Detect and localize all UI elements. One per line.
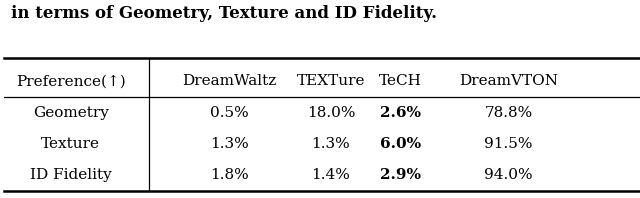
Text: 1.4%: 1.4%	[312, 168, 350, 182]
Text: 0.5%: 0.5%	[210, 106, 249, 120]
Text: Texture: Texture	[42, 137, 100, 151]
Text: in terms of Geometry, Texture and ID Fidelity.: in terms of Geometry, Texture and ID Fid…	[10, 5, 436, 22]
Text: 1.3%: 1.3%	[312, 137, 350, 151]
Text: ID Fidelity: ID Fidelity	[30, 168, 111, 182]
Text: Preference(↑): Preference(↑)	[16, 74, 125, 89]
Text: 94.0%: 94.0%	[484, 168, 533, 182]
Text: DreamWaltz: DreamWaltz	[182, 74, 276, 89]
Text: 6.0%: 6.0%	[380, 137, 421, 151]
Text: TEXTure: TEXTure	[297, 74, 365, 89]
Text: 2.9%: 2.9%	[380, 168, 421, 182]
Text: 1.8%: 1.8%	[210, 168, 249, 182]
Text: 2.6%: 2.6%	[380, 106, 421, 120]
Text: 91.5%: 91.5%	[484, 137, 533, 151]
Text: 18.0%: 18.0%	[307, 106, 355, 120]
Text: 1.3%: 1.3%	[210, 137, 249, 151]
Text: TeCH: TeCH	[380, 74, 422, 89]
Text: 78.8%: 78.8%	[484, 106, 532, 120]
Text: Geometry: Geometry	[33, 106, 109, 120]
Text: DreamVTON: DreamVTON	[459, 74, 558, 89]
